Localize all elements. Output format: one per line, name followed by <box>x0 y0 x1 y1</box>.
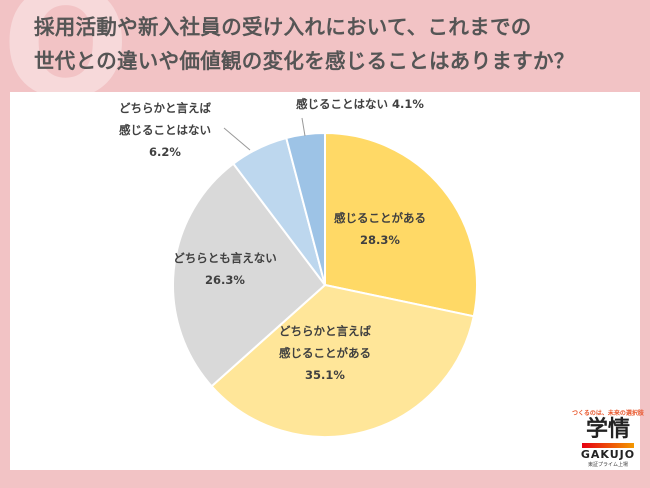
slice-label-1-1: 感じることがある <box>279 346 371 360</box>
logo-tagline: つくるのは、未来の選択肢 <box>572 410 644 417</box>
chart-title: 採用活動や新入社員の受け入れにおいて、これまでの 世代との違いや価値観の変化を感… <box>34 10 634 78</box>
title-line-1: 採用活動や新入社員の受け入れにおいて、これまでの <box>34 15 532 39</box>
pie-slice-1 <box>210 283 475 438</box>
pie-slice-0 <box>324 131 478 318</box>
title-line-2: 世代との違いや価値観の変化を感じることはありますか？ <box>34 49 575 73</box>
pie-slice-2 <box>172 162 327 388</box>
gakujo-logo: つくるのは、未来の選択肢 学情 GAKUJO 東証プライム上場 <box>572 408 644 468</box>
slice-label-2-0: どちらとも言えない <box>173 251 277 265</box>
pie-slice-4 <box>285 131 326 286</box>
logo-bar <box>582 443 634 448</box>
slice-label-4-0: 感じることはない 4.1% <box>296 97 424 111</box>
slice-label-0-0: 感じることがある <box>334 211 426 225</box>
leader-line-0 <box>223 127 251 151</box>
logo-name: 学情 <box>585 417 630 442</box>
slice-label-0-1: 28.3% <box>360 233 400 247</box>
slice-label-3-1: 感じることはない <box>119 123 211 137</box>
logo-sub: 東証プライム上場 <box>588 462 628 468</box>
slice-label-1-0: どちらかと言えば <box>279 324 371 338</box>
slice-label-3-0: どちらかと言えば <box>119 101 211 115</box>
slice-label-1-2: 35.1% <box>305 368 345 382</box>
leader-line-1 <box>301 117 306 137</box>
slice-label-2-1: 26.3% <box>205 273 245 287</box>
slice-label-3-2: 6.2% <box>149 145 181 159</box>
logo-name-en: GAKUJO <box>580 448 636 461</box>
